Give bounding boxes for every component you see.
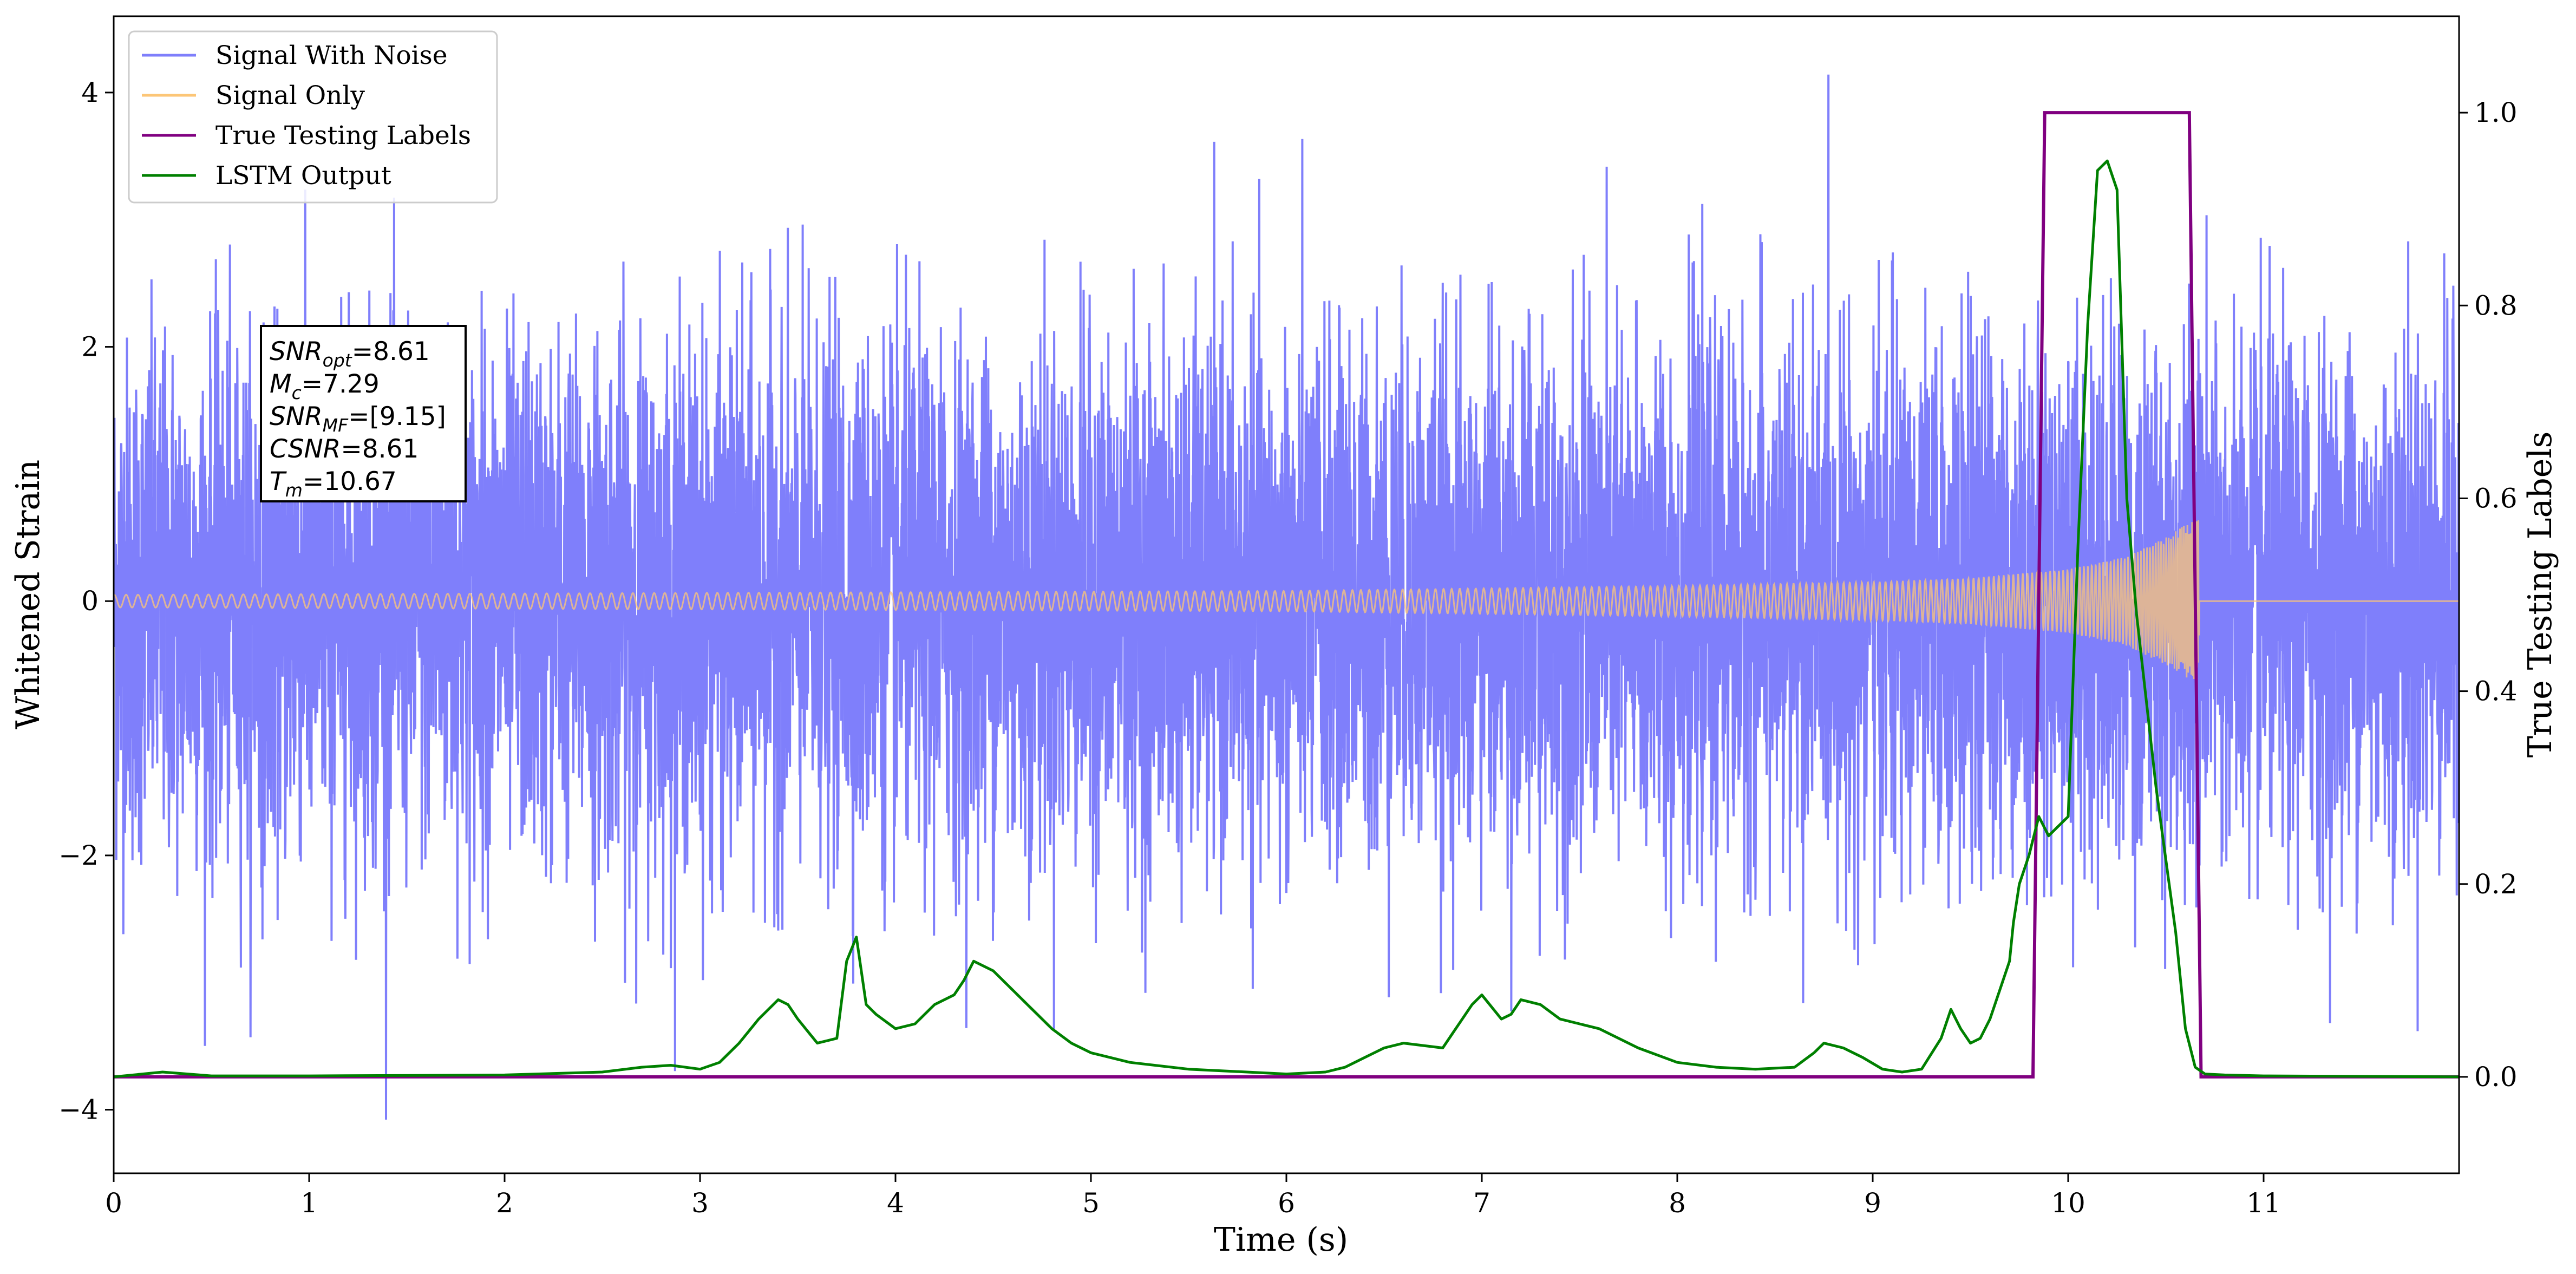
x-tick-label: 8 bbox=[1669, 1187, 1686, 1219]
series-line-signal-only bbox=[114, 520, 2459, 680]
annotation-subscript: m bbox=[285, 480, 303, 501]
y-right-tick-label: 0.4 bbox=[2474, 676, 2518, 707]
series-line-true-testing-labels bbox=[114, 111, 2459, 1079]
annotation-symbol: SNR bbox=[270, 337, 323, 367]
annotation-symbol: CSNR bbox=[270, 434, 341, 464]
x-tick-label: 7 bbox=[1473, 1187, 1490, 1219]
legend-entry-label: True Testing Labels bbox=[215, 121, 471, 151]
legend-entry-label: Signal With Noise bbox=[215, 41, 448, 70]
annotation-line: SNRopt=8.61 bbox=[270, 337, 430, 371]
y-left-tick-label: −4 bbox=[58, 1094, 99, 1126]
annotation-value: =7.29 bbox=[302, 369, 380, 399]
annotation-line: SNRMF=[9.15] bbox=[270, 402, 446, 436]
annotation-value: =8.61 bbox=[352, 337, 430, 367]
annotation-line: Tm=10.67 bbox=[270, 467, 397, 501]
y-right-tick-label: 0.8 bbox=[2474, 290, 2518, 321]
x-axis-title: Time (s) bbox=[1214, 1221, 1348, 1259]
x-tick-label: 3 bbox=[691, 1187, 709, 1219]
y-right-tick-label: 0.6 bbox=[2474, 482, 2518, 514]
x-tick-label: 1 bbox=[300, 1187, 318, 1219]
y-left-tick-label: 0 bbox=[81, 585, 99, 617]
y-left-tick-label: 2 bbox=[81, 331, 99, 363]
series-line-signal-with-noise bbox=[114, 74, 2459, 1120]
x-tick-label: 6 bbox=[1278, 1187, 1295, 1219]
annotation-symbol: T bbox=[270, 467, 287, 496]
y-axis-title-right: True Testing Labels bbox=[2521, 432, 2559, 758]
y-right-tick-label: 1.0 bbox=[2474, 97, 2518, 128]
x-tick-label: 9 bbox=[1864, 1187, 1881, 1219]
legend-entry-label: LSTM Output bbox=[215, 161, 391, 191]
annotation-line: CSNR=8.61 bbox=[270, 434, 419, 464]
annotation-value: =10.67 bbox=[303, 467, 397, 496]
x-tick-label: 5 bbox=[1082, 1187, 1100, 1219]
annotation-subscript: opt bbox=[323, 350, 352, 371]
legend-entry-label: Signal Only bbox=[215, 81, 365, 110]
x-tick-label: 11 bbox=[2246, 1187, 2281, 1219]
y-right-tick-label: 0.2 bbox=[2474, 868, 2518, 900]
x-tick-label: 2 bbox=[496, 1187, 513, 1219]
annotation-box: SNRopt=8.61Mc=7.29SNRMF=[9.15]CSNR=8.61T… bbox=[260, 325, 467, 502]
y-right-tick-label: 0.0 bbox=[2474, 1061, 2518, 1093]
series-line-lstm-output bbox=[114, 159, 2459, 1079]
annotation-frame bbox=[260, 325, 467, 502]
series-layer bbox=[114, 74, 2459, 1120]
annotation-subscript: MF bbox=[323, 415, 349, 436]
annotation-symbol: M bbox=[270, 369, 292, 399]
legend-frame bbox=[128, 30, 498, 204]
x-tick-label: 10 bbox=[2051, 1187, 2085, 1219]
y-left-tick-label: 4 bbox=[81, 77, 99, 108]
annotation-symbol: SNR bbox=[270, 402, 323, 432]
legend: Signal With Noise Signal Only True Testing… bbox=[128, 30, 498, 204]
annotation-value: =[9.15] bbox=[348, 402, 446, 432]
x-tick-label: 0 bbox=[105, 1187, 122, 1219]
axes-layer: 0 1 2 3 4 5 6 7 8 9 10 11 −4 −2 0 2 4 0.0 0.2 0.4 0.6 0.8 1.0 bbox=[58, 77, 2517, 1219]
y-axis-title-left: Whitened Strain bbox=[9, 460, 47, 729]
annotation-subscript: c bbox=[292, 382, 302, 403]
annotation-line: Mc=7.29 bbox=[270, 369, 380, 403]
annotation-value: =8.61 bbox=[341, 434, 419, 464]
x-tick-label: 4 bbox=[887, 1187, 904, 1219]
y-left-tick-label: −2 bbox=[58, 840, 99, 871]
